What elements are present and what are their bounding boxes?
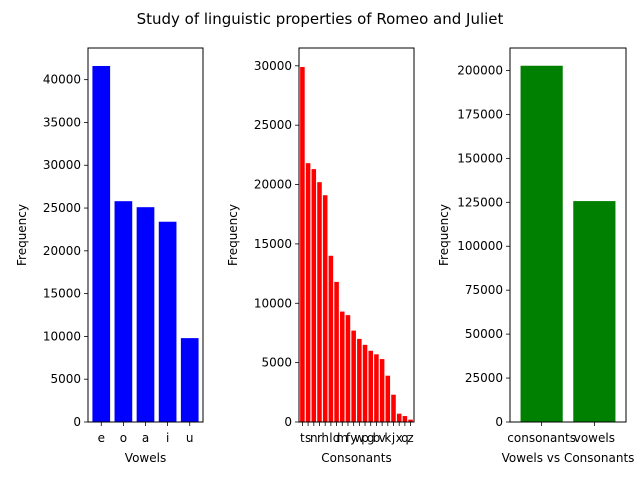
y-tick-label: 0 — [73, 415, 81, 429]
axes-frame — [509, 47, 627, 423]
x-axis-label: Vowels vs Consonants — [502, 451, 635, 465]
x-tick-label: z — [407, 431, 413, 445]
bar-f — [345, 315, 351, 422]
x-tick-label: n — [310, 431, 318, 445]
y-tick-label: 20000 — [254, 178, 292, 192]
x-tick-label: m — [336, 431, 348, 445]
y-tick-label: 30000 — [43, 158, 81, 172]
y-tick-label: 0 — [495, 415, 503, 429]
x-tick-label: o — [120, 431, 127, 445]
bar-i — [158, 221, 177, 422]
bar-z — [408, 419, 413, 422]
chart-1: e o a i u 0 5000 10000 15000 20000 25000 30000 35000… — [15, 47, 204, 465]
x-tick-label: vowels — [574, 431, 615, 445]
y-tick-label: 5000 — [261, 356, 292, 370]
bar-e — [92, 65, 111, 422]
bar-t — [300, 67, 305, 422]
y-tick-label: 100000 — [457, 239, 503, 253]
bar-d — [334, 281, 339, 422]
y-tick-label: 25000 — [465, 371, 503, 385]
y-axis-label: Frequency — [15, 204, 29, 266]
bar-w — [357, 338, 362, 422]
bar-k — [385, 375, 391, 422]
bar-n — [311, 169, 317, 422]
x-tick-label: t — [300, 431, 305, 445]
x-tick-label: f — [346, 431, 351, 445]
bar-a — [136, 207, 155, 422]
bar-j — [391, 394, 396, 422]
y-tick-label: 20000 — [43, 244, 81, 258]
y-tick-label: 40000 — [43, 73, 81, 87]
axes-frame — [87, 47, 204, 423]
x-tick-label: k — [384, 431, 391, 445]
axes-frame — [298, 47, 415, 423]
bar-g — [368, 350, 374, 422]
y-tick-label: 50000 — [465, 327, 503, 341]
bar-u — [180, 338, 199, 422]
y-tick-label: 25000 — [43, 201, 81, 215]
bar-v — [379, 359, 385, 422]
x-tick-label: w — [354, 431, 364, 445]
x-tick-label: p — [361, 431, 369, 445]
bar-y — [351, 330, 356, 422]
y-tick-label: 125000 — [457, 195, 503, 209]
y-axis-label: Frequency — [226, 204, 240, 266]
x-tick-label: v — [379, 431, 386, 445]
y-tick-label: 5000 — [50, 372, 81, 386]
bar-r — [317, 182, 322, 422]
y-tick-label: 30000 — [254, 59, 292, 73]
x-tick-label: i — [166, 431, 169, 445]
x-tick-label: g — [367, 431, 375, 445]
bar-p — [362, 344, 368, 422]
y-axis-label: Frequency — [437, 204, 451, 266]
bar-vowels — [573, 201, 616, 422]
bar-q — [402, 416, 408, 422]
bar-x — [396, 413, 402, 422]
y-tick-label: 175000 — [457, 107, 503, 121]
bar-s — [305, 163, 311, 423]
bar-o — [114, 201, 133, 422]
y-tick-label: 75000 — [465, 283, 503, 297]
y-tick-label: 15000 — [43, 287, 81, 301]
bar-h — [322, 195, 328, 422]
x-tick-label: r — [317, 431, 322, 445]
y-tick-label: 35000 — [43, 115, 81, 129]
x-tick-label: y — [350, 431, 357, 445]
bar-l — [328, 255, 334, 422]
x-tick-label: d — [333, 431, 341, 445]
x-tick-label: consonants — [507, 431, 576, 445]
y-tick-label: 200000 — [457, 63, 503, 77]
x-axis-label: Consonants — [321, 451, 391, 465]
y-tick-label: 150000 — [457, 151, 503, 165]
x-tick-label: a — [142, 431, 149, 445]
y-tick-label: 10000 — [43, 329, 81, 343]
x-tick-label: e — [98, 431, 105, 445]
x-tick-label: b — [373, 431, 381, 445]
figure-title: Study of linguistic properties of Romeo … — [137, 10, 504, 28]
x-tick-label: u — [186, 431, 194, 445]
bar-b — [374, 354, 379, 422]
x-tick-label: q — [401, 431, 409, 445]
y-tick-label: 0 — [284, 415, 292, 429]
y-tick-label: 25000 — [254, 118, 292, 132]
charts: e o a i u 0 5000 10000 15000 20000 25000 30000 35000… — [15, 47, 635, 465]
x-tick-label: h — [321, 431, 329, 445]
x-tick-label: l — [329, 431, 332, 445]
bar-consonants — [520, 65, 563, 422]
y-tick-label: 15000 — [254, 237, 292, 251]
x-tick-label: s — [305, 431, 311, 445]
y-tick-label: 10000 — [254, 296, 292, 310]
x-tick-label: j — [391, 431, 395, 445]
x-axis-label: Vowels — [125, 451, 166, 465]
bar-m — [339, 311, 345, 422]
x-tick-label: x — [396, 431, 403, 445]
